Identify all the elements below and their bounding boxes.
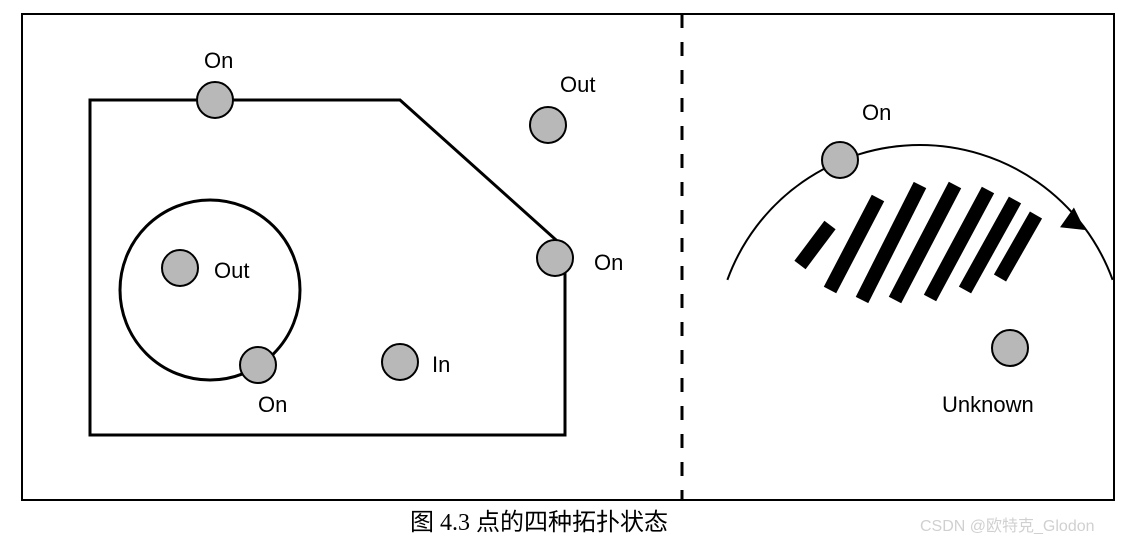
right-on-arc-label: On (862, 100, 891, 126)
right-panel (727, 142, 1112, 366)
left-out-hole-label: Out (214, 258, 249, 284)
left-on-right-label: On (594, 250, 623, 276)
left-on-right-dot (537, 240, 573, 276)
left-in-point-label: In (432, 352, 450, 378)
hatch-line-0 (800, 225, 830, 265)
left-panel (90, 82, 573, 435)
left-out-top-label: Out (560, 72, 595, 98)
left-on-top-label: On (204, 48, 233, 74)
left-out-top-dot (530, 107, 566, 143)
right-on-arc-dot (822, 142, 858, 178)
left-on-hole-label: On (258, 392, 287, 418)
left-on-top-dot (197, 82, 233, 118)
hatch-fill (800, 185, 1036, 300)
figure-caption: 图 4.3 点的四种拓扑状态 (410, 502, 668, 537)
right-unknown-label: Unknown (942, 392, 1034, 418)
watermark-text: CSDN @欧特克_Glodon (920, 512, 1095, 536)
left-out-hole-dot (162, 250, 198, 286)
left-in-point-dot (382, 344, 418, 380)
left-on-hole-dot (240, 347, 276, 383)
right-unknown-dot (992, 330, 1028, 366)
arrow-head-icon (1060, 207, 1085, 230)
left-hole-circle (120, 200, 300, 380)
